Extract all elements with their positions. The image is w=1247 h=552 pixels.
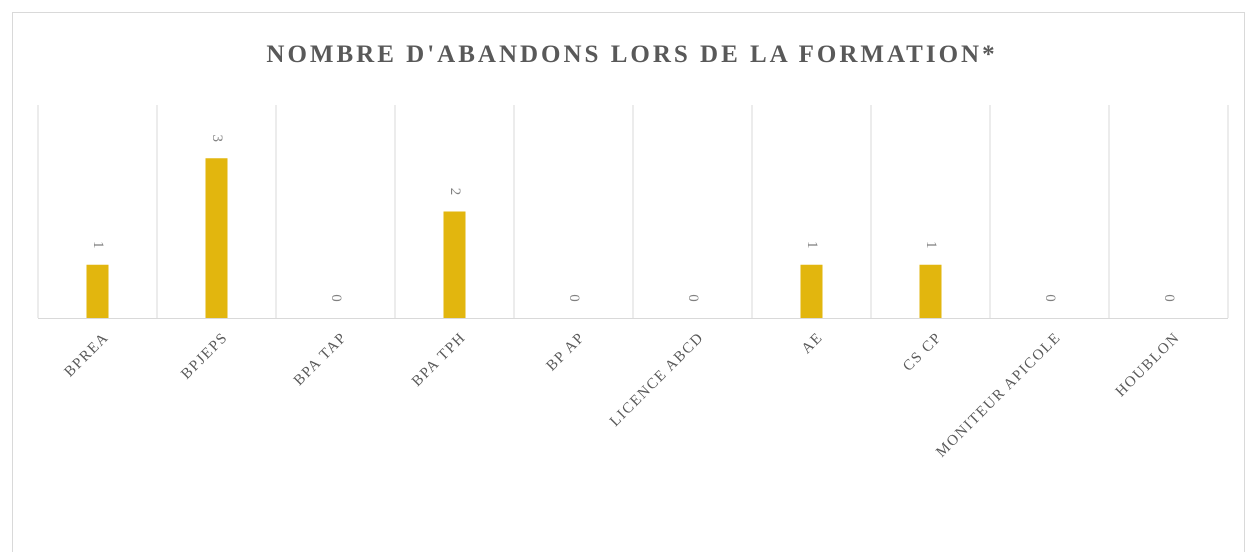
chart-title: NOMBRE D'ABANDONS LORS DE LA FORMATION* — [266, 41, 997, 68]
chart-border — [12, 12, 1245, 552]
bar — [205, 158, 228, 318]
data-label: 0 — [685, 294, 701, 302]
data-label: 1 — [923, 241, 939, 249]
bar — [443, 211, 466, 318]
data-label: 1 — [804, 241, 820, 249]
data-label: 3 — [209, 135, 225, 143]
data-label: 2 — [447, 188, 463, 196]
data-label: 0 — [1042, 294, 1058, 302]
data-label: 0 — [328, 294, 344, 302]
data-label: 1 — [90, 241, 106, 249]
data-label: 0 — [1161, 294, 1177, 302]
data-label: 0 — [566, 294, 582, 302]
bar — [919, 264, 942, 318]
bar — [86, 264, 109, 318]
bar — [800, 264, 823, 318]
